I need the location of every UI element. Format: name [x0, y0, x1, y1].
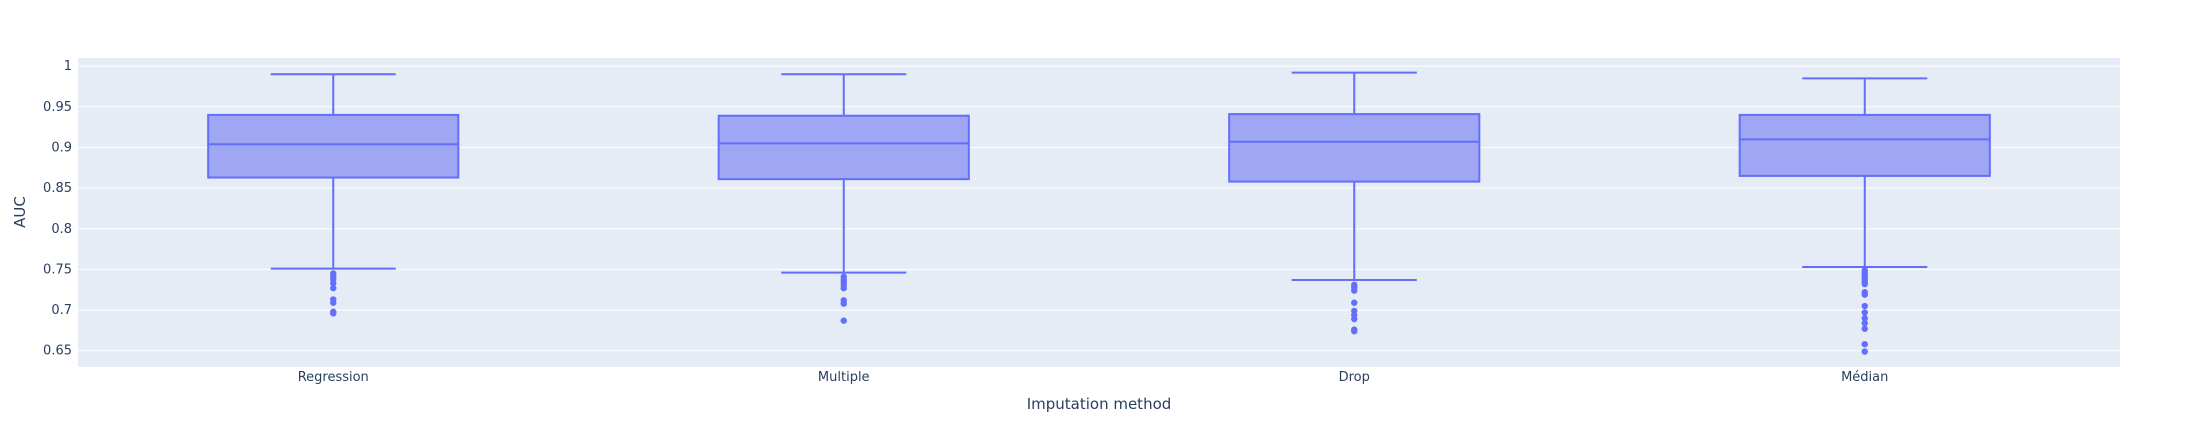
outlier-point — [1351, 315, 1358, 323]
outlier-point — [1861, 309, 1868, 316]
x-tick-label: Médian — [1841, 370, 1888, 385]
interquartile-box — [717, 114, 970, 181]
x-tick-labels: Regression Multiple Drop Médian — [298, 370, 1889, 385]
x-tick-label: Regression — [298, 370, 369, 385]
interquartile-box — [207, 113, 460, 179]
outlier-point — [330, 284, 337, 292]
box-series — [207, 71, 1991, 355]
interquartile-box — [1228, 113, 1481, 183]
plot-area-background — [78, 58, 2120, 367]
outlier-point — [330, 310, 337, 317]
outlier-point — [330, 299, 337, 306]
outlier-point — [1861, 319, 1868, 327]
outlier-point — [1861, 341, 1868, 348]
outlier-point — [1861, 325, 1868, 332]
outlier-point — [330, 280, 337, 287]
y-tick-label: 1 — [64, 59, 72, 74]
outlier-point — [1351, 299, 1358, 306]
x-tick-label: Drop — [1339, 370, 1370, 385]
y-tick-label: 0.95 — [43, 100, 72, 115]
y-tick-label: 0.8 — [51, 222, 72, 237]
interquartile-box — [1738, 113, 1991, 177]
outlier-point — [1861, 302, 1868, 310]
outlier-point — [1861, 280, 1868, 288]
y-tick-labels: 0.65 0.7 0.75 0.8 0.85 0.9 0.95 1 — [43, 59, 72, 359]
y-tick-label: 0.9 — [51, 140, 72, 155]
outlier-point — [840, 300, 847, 307]
box-regression — [207, 73, 460, 317]
x-tick-label: Multiple — [818, 370, 870, 385]
y-tick-label: 0.65 — [43, 344, 72, 359]
x-axis-title: Imputation method — [1027, 395, 1172, 413]
outlier-point — [840, 284, 847, 292]
outlier-point — [1351, 287, 1358, 294]
outlier-point — [1861, 348, 1868, 355]
box-drop — [1228, 71, 1481, 335]
y-tick-label: 0.7 — [51, 303, 72, 318]
y-tick-label: 0.75 — [43, 262, 72, 277]
y-axis-title: AUC — [11, 196, 29, 228]
outlier-point — [1861, 291, 1868, 298]
y-tick-label: 0.85 — [43, 181, 72, 196]
outlier-point — [840, 317, 847, 324]
outlier-point — [1861, 315, 1868, 322]
box-multiple — [717, 73, 970, 324]
box-m-dian — [1738, 77, 1991, 355]
outlier-point — [1351, 328, 1358, 335]
